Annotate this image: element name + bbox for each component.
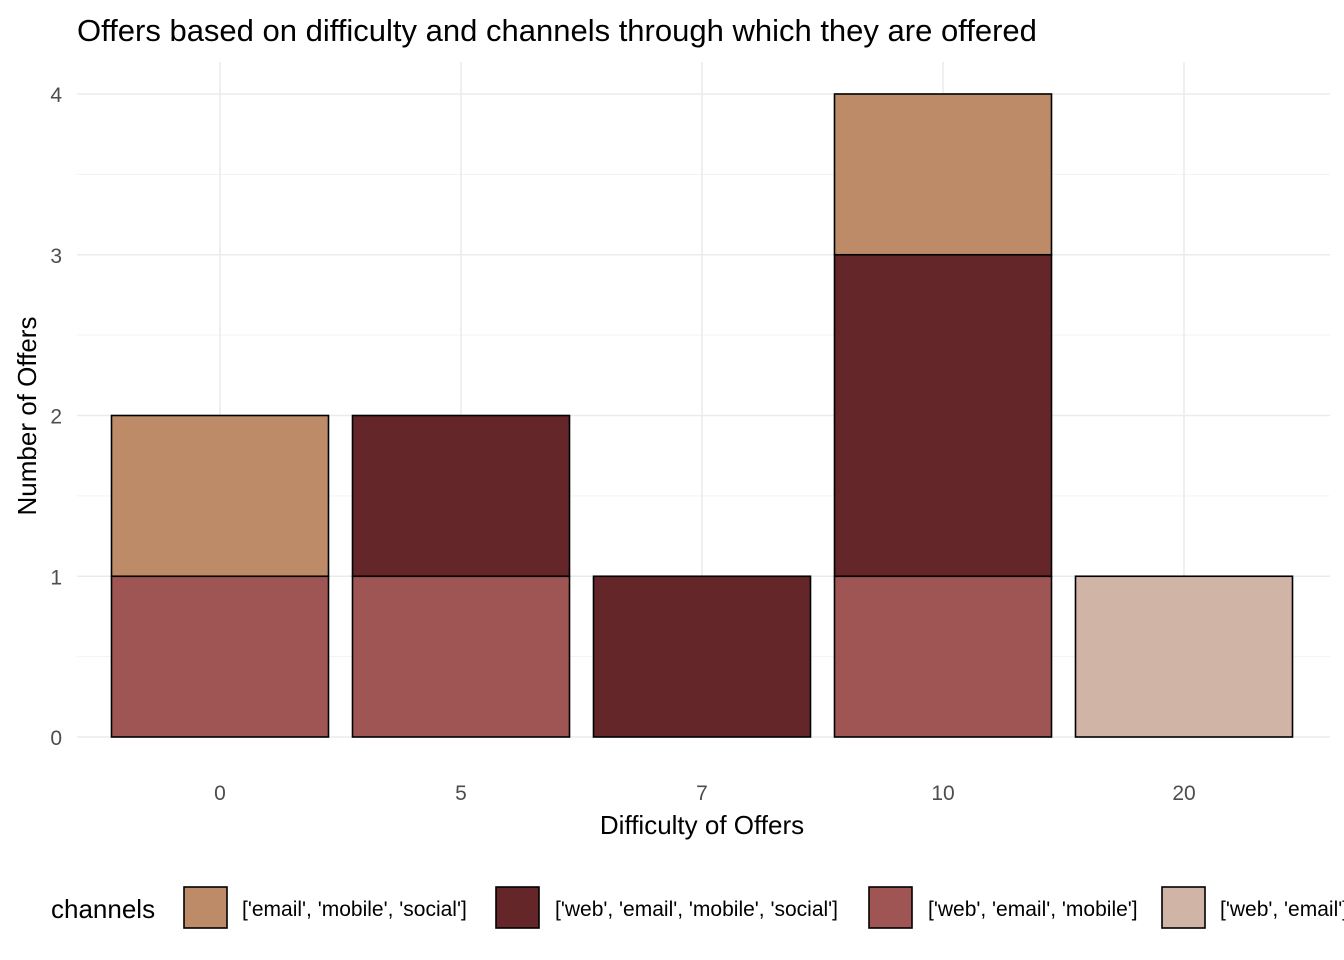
- bar-segment-10-series-2: [833, 93, 1053, 256]
- legend-key: [495, 886, 540, 929]
- bar-segment-5-series-0: [351, 575, 571, 738]
- legend-key: [183, 886, 228, 929]
- bar-segment-5-series-1: [351, 414, 571, 578]
- y-tick-label: 1: [50, 566, 62, 589]
- x-tick-label: 5: [455, 782, 467, 805]
- x-axis-ticks: 0 5 7 10 20: [214, 782, 1196, 805]
- legend: channels ['email', 'mobile', 'social'] ['…: [51, 886, 1344, 929]
- legend-label: ['web', 'email']: [1220, 898, 1344, 921]
- y-tick-label: 4: [50, 84, 62, 107]
- x-tick-label: 7: [696, 782, 708, 805]
- legend-label: ['web', 'email', 'mobile', 'social']: [555, 898, 838, 921]
- legend-label: ['web', 'email', 'mobile']: [928, 898, 1138, 921]
- bar-segment-0-series-0: [110, 575, 330, 738]
- x-tick-label: 10: [931, 782, 954, 805]
- y-axis-ticks: 0 1 2 3 4: [50, 84, 62, 750]
- legend-key: [868, 886, 913, 929]
- bar-segment-10-series-1: [833, 253, 1053, 578]
- bar-segment-20-series-3: [1074, 575, 1294, 738]
- chart-title: Offers based on difficulty and channels …: [77, 13, 1037, 48]
- bars: [110, 93, 1294, 738]
- bar-segment-0-series-2: [110, 414, 330, 578]
- x-axis-title: Difficulty of Offers: [600, 810, 804, 840]
- legend-key: [1161, 886, 1206, 929]
- y-tick-label: 2: [50, 406, 62, 429]
- legend-label: ['email', 'mobile', 'social']: [242, 898, 467, 921]
- bar-segment-10-series-0: [833, 575, 1053, 738]
- x-tick-label: 0: [214, 782, 226, 805]
- bar-segment-7-series-1: [592, 575, 812, 738]
- y-axis-title: Number of Offers: [12, 317, 42, 516]
- x-tick-label: 20: [1172, 782, 1195, 805]
- legend-title: channels: [51, 894, 155, 924]
- y-tick-label: 3: [50, 245, 62, 268]
- y-tick-label: 0: [50, 727, 62, 750]
